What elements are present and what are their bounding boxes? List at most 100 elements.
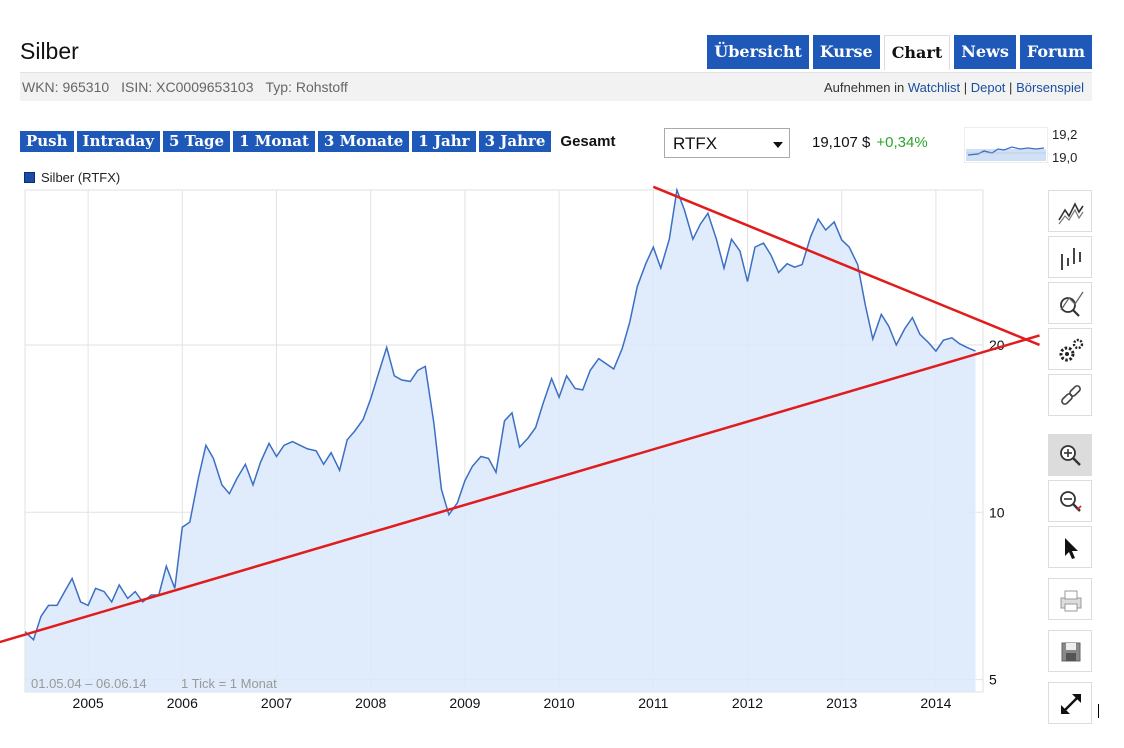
data-point[interactable] [31, 638, 35, 642]
data-point[interactable] [706, 211, 710, 215]
data-point[interactable] [439, 487, 443, 491]
boersenspiel-link[interactable]: Börsenspiel [1016, 80, 1084, 95]
data-point[interactable] [667, 237, 671, 241]
data-point[interactable] [337, 468, 341, 472]
print-button[interactable] [1048, 578, 1092, 620]
data-point[interactable] [564, 374, 568, 378]
data-point[interactable] [918, 332, 922, 336]
tab-forum[interactable]: Forum [1019, 35, 1092, 69]
data-point[interactable] [847, 245, 851, 249]
data-point[interactable] [455, 501, 459, 505]
data-point[interactable] [926, 340, 930, 344]
data-point[interactable] [863, 303, 867, 307]
data-point[interactable] [644, 262, 648, 266]
data-point[interactable] [573, 386, 577, 390]
data-point[interactable] [305, 447, 309, 451]
tab-kurse[interactable]: Kurse [812, 35, 880, 69]
data-point[interactable] [494, 470, 498, 474]
depot-link[interactable]: Depot [970, 80, 1006, 95]
data-point[interactable] [776, 270, 780, 274]
data-point[interactable] [910, 315, 914, 319]
range-gesamt[interactable]: Gesamt [554, 131, 622, 152]
data-point[interactable] [282, 443, 286, 447]
data-point[interactable] [110, 600, 114, 604]
data-point[interactable] [345, 438, 349, 442]
exchange-select[interactable]: RTFX [664, 128, 790, 158]
data-point[interactable] [549, 376, 553, 380]
data-point[interactable] [604, 362, 608, 366]
tab-uebersicht[interactable]: Übersicht [707, 35, 809, 69]
data-point[interactable] [517, 445, 521, 449]
zoom-in-button[interactable] [1048, 434, 1092, 476]
data-point[interactable] [651, 245, 655, 249]
range-5-tage[interactable]: 5 Tage [162, 131, 231, 152]
data-point[interactable] [227, 492, 231, 496]
save-button[interactable] [1048, 630, 1092, 672]
data-point[interactable] [400, 378, 404, 382]
data-point[interactable] [164, 564, 168, 568]
data-point[interactable] [887, 324, 891, 328]
data-point[interactable] [856, 262, 860, 266]
data-point[interactable] [941, 338, 945, 342]
data-point[interactable] [361, 417, 365, 421]
data-point[interactable] [840, 238, 844, 242]
data-point[interactable] [93, 586, 97, 590]
data-point[interactable] [39, 614, 43, 618]
data-point[interactable] [871, 337, 875, 341]
data-point[interactable] [321, 462, 325, 466]
candlestick-button[interactable] [1048, 236, 1092, 278]
data-point[interactable] [46, 603, 50, 607]
pointer-button[interactable] [1048, 526, 1092, 568]
range-3-monate[interactable]: 3 Monate [317, 131, 410, 152]
data-point[interactable] [620, 346, 624, 350]
data-point[interactable] [628, 320, 632, 324]
settings-button[interactable] [1048, 328, 1092, 370]
data-point[interactable] [86, 603, 90, 607]
data-point[interactable] [612, 367, 616, 371]
data-point[interactable] [188, 520, 192, 524]
data-point[interactable] [486, 456, 490, 460]
zoom-out-button[interactable] [1048, 480, 1092, 522]
data-point[interactable] [180, 525, 184, 529]
data-point[interactable] [432, 420, 436, 424]
data-point[interactable] [738, 249, 742, 253]
data-point[interactable] [117, 583, 121, 587]
data-point[interactable] [369, 397, 373, 401]
data-point[interactable] [298, 443, 302, 447]
range-push[interactable]: Push [20, 131, 74, 152]
data-point[interactable] [761, 241, 765, 245]
data-point[interactable] [329, 451, 333, 455]
data-point[interactable] [447, 513, 451, 517]
data-point[interactable] [816, 217, 820, 221]
data-point[interactable] [470, 464, 474, 468]
data-point[interactable] [408, 379, 412, 383]
data-point[interactable] [196, 476, 200, 480]
data-point[interactable] [102, 589, 106, 593]
data-point[interactable] [314, 449, 318, 453]
data-point[interactable] [903, 326, 907, 330]
data-point[interactable] [659, 266, 663, 270]
data-point[interactable] [691, 237, 695, 241]
data-point[interactable] [753, 245, 757, 249]
data-point[interactable] [879, 312, 883, 316]
data-point[interactable] [769, 253, 773, 257]
data-point[interactable] [950, 336, 954, 340]
data-point[interactable] [745, 279, 749, 283]
series-line[interactable] [24, 187, 976, 642]
data-point[interactable] [682, 208, 686, 212]
data-point[interactable] [541, 401, 545, 405]
data-point[interactable] [588, 368, 592, 372]
data-point[interactable] [416, 368, 420, 372]
data-point[interactable] [698, 222, 702, 226]
data-point[interactable] [957, 342, 961, 346]
range-intraday[interactable]: Intraday [76, 131, 160, 152]
line-chart-button[interactable] [1048, 190, 1092, 232]
data-point[interactable] [808, 235, 812, 239]
data-point[interactable] [675, 188, 679, 192]
indicator-button[interactable] [1048, 282, 1092, 324]
data-point[interactable] [290, 439, 294, 443]
tab-chart[interactable]: Chart [883, 35, 951, 70]
data-point[interactable] [785, 262, 789, 266]
data-point[interactable] [267, 441, 271, 445]
data-point[interactable] [243, 462, 247, 466]
